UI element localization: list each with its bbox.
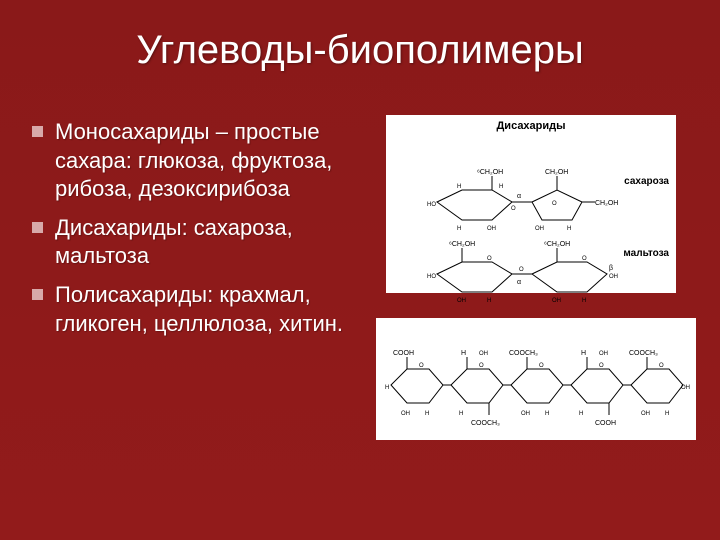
list-item: Полисахариды: крахмал, гликоген, целлюло… (32, 281, 372, 338)
svg-text:H: H (567, 226, 571, 232)
svg-text:H: H (457, 226, 461, 232)
svg-text:H: H (457, 184, 461, 190)
figure-disaccharides: Дисахариды сахароза мальтоза ⁶CH₂OH H H … (386, 115, 676, 293)
svg-text:⁶CH₂OH: ⁶CH₂OH (477, 169, 503, 176)
svg-text:OH: OH (535, 226, 544, 232)
svg-text:α: α (517, 193, 521, 200)
svg-text:CH₂OH: CH₂OH (595, 200, 618, 207)
svg-text:COOCH₃: COOCH₃ (629, 350, 658, 357)
svg-text:CH₂OH: CH₂OH (545, 169, 568, 176)
figure-label-sucrose: сахароза (624, 176, 669, 187)
svg-text:OH: OH (457, 298, 466, 304)
svg-text:O: O (419, 363, 424, 369)
svg-text:OH: OH (552, 298, 561, 304)
svg-text:α: α (517, 279, 521, 286)
bullet-text: Моносахариды – простые сахара: глюкоза, … (55, 118, 372, 204)
svg-text:OH: OH (641, 411, 650, 417)
svg-text:H: H (385, 385, 389, 391)
svg-text:COOH: COOH (393, 350, 414, 357)
bullet-list: Моносахариды – простые сахара: глюкоза, … (32, 118, 372, 348)
svg-text:H: H (461, 350, 466, 357)
svg-text:OH: OH (479, 351, 488, 357)
figure-polysaccharide: COOH O OH H H H O OH COOCH₃ H (376, 318, 696, 440)
svg-text:H: H (459, 411, 463, 417)
svg-text:COOH: COOH (595, 420, 616, 427)
svg-text:O: O (539, 363, 544, 369)
svg-text:OH: OH (487, 226, 496, 232)
svg-text:OH: OH (521, 411, 530, 417)
list-item: Дисахариды: сахароза, мальтоза (32, 214, 372, 271)
svg-text:H: H (581, 350, 586, 357)
svg-text:β: β (609, 265, 613, 272)
chem-structure-svg: ⁶CH₂OH H H HO H OH O α CH₂OH CH₂OH OH H … (387, 132, 677, 310)
svg-text:O: O (582, 256, 587, 262)
svg-text:⁶CH₂OH: ⁶CH₂OH (544, 241, 570, 248)
chem-chain-svg: COOH O OH H H H O OH COOCH₃ H (377, 319, 697, 441)
svg-text:H: H (487, 298, 491, 304)
svg-text:H: H (499, 184, 503, 190)
svg-text:O: O (659, 363, 664, 369)
list-item: Моносахариды – простые сахара: глюкоза, … (32, 118, 372, 204)
svg-text:⁶CH₂OH: ⁶CH₂OH (449, 241, 475, 248)
svg-text:H: H (579, 411, 583, 417)
slide: Углеводы-биополимеры Моносахариды – прос… (0, 0, 720, 540)
svg-text:O: O (599, 363, 604, 369)
svg-text:O: O (487, 256, 492, 262)
figure-label-maltose: мальтоза (623, 248, 669, 259)
svg-text:O: O (552, 201, 557, 207)
svg-text:O: O (519, 267, 524, 273)
svg-text:H: H (665, 411, 669, 417)
bullet-square-icon (32, 222, 43, 233)
svg-text:OH: OH (401, 411, 410, 417)
bullet-square-icon (32, 289, 43, 300)
svg-text:H: H (582, 298, 586, 304)
bullet-square-icon (32, 126, 43, 137)
page-title: Углеводы-биополимеры (0, 28, 720, 73)
svg-text:OH: OH (681, 385, 690, 391)
svg-text:COOCH₃: COOCH₃ (471, 420, 500, 427)
bullet-text: Полисахариды: крахмал, гликоген, целлюло… (55, 281, 372, 338)
svg-text:O: O (511, 206, 516, 212)
bullet-text: Дисахариды: сахароза, мальтоза (55, 214, 372, 271)
svg-text:OH: OH (599, 351, 608, 357)
svg-text:H: H (545, 411, 549, 417)
svg-text:OH: OH (609, 274, 618, 280)
svg-text:O: O (479, 363, 484, 369)
svg-text:HO: HO (427, 202, 436, 208)
svg-text:H: H (425, 411, 429, 417)
svg-text:HO: HO (427, 274, 436, 280)
figure-title: Дисахариды (387, 116, 675, 132)
svg-text:COOCH₃: COOCH₃ (509, 350, 538, 357)
